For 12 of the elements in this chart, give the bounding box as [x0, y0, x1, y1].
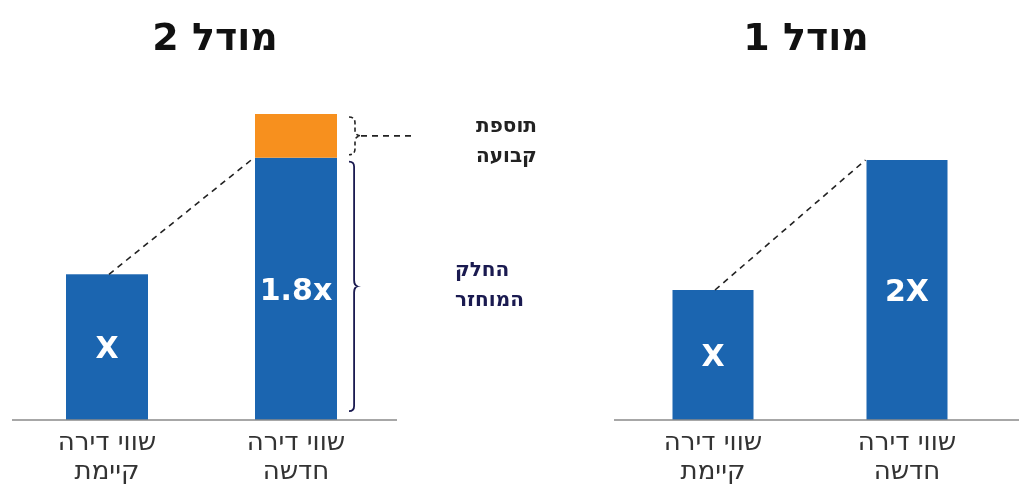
text: החלק המוחזר — [455, 257, 524, 312]
data-label: 1.8x — [259, 271, 333, 307]
x-tick-label: שווי דירה חדשה — [246, 426, 346, 485]
x-tick-label: שווי דירה קיימת — [57, 426, 157, 485]
text: תוספת קבועה — [476, 112, 537, 167]
data-label: X — [701, 338, 725, 373]
data-label: 2X — [884, 273, 930, 308]
x-tick-label: שווי דירה חדשה — [857, 426, 957, 485]
chart-title: מודל 2 — [152, 15, 278, 59]
x-tick-label: שווי דירה קיימת — [663, 426, 763, 485]
chart-title: מודל 1 — [743, 15, 869, 59]
data-label: X — [95, 330, 119, 366]
